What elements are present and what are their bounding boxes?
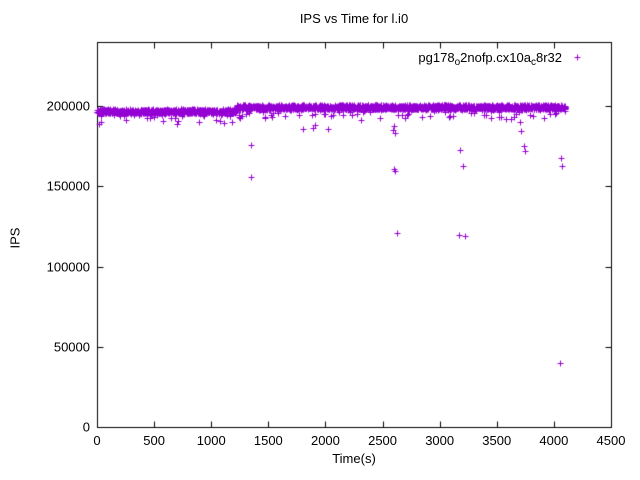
y-tick-label: 0 [82, 419, 90, 435]
x-tick-label: 4500 [596, 433, 626, 448]
y-axis-label: IPS [7, 227, 23, 249]
x-tick-label: 1000 [196, 433, 226, 448]
y-tick-label: 200000 [46, 98, 90, 114]
y-tick-label: 150000 [46, 178, 90, 194]
legend-label-text: 2nofp.cx10a [460, 50, 531, 65]
legend-label-text: pg178 [418, 50, 455, 65]
x-tick-label: 4000 [539, 433, 569, 448]
x-tick-label: 2500 [368, 433, 398, 448]
x-tick-label: 1500 [253, 433, 283, 448]
y-tick-label: 50000 [53, 339, 90, 355]
legend-label: pg178o2nofp.cx10ac8r32 [418, 50, 562, 68]
x-axis-label: Time(s) [332, 451, 376, 466]
x-tick-label: 500 [143, 433, 165, 448]
x-tick-label: 2000 [310, 433, 340, 448]
x-tick-label: 3500 [482, 433, 512, 448]
y-tick-label: 100000 [46, 259, 90, 275]
x-tick-label: 0 [93, 433, 101, 448]
chart-title: IPS vs Time for l.i0 [299, 11, 409, 26]
legend-label-subscript: c [530, 57, 536, 68]
legend-label-text: 8r32 [535, 50, 562, 65]
x-tick-label: 3000 [425, 433, 455, 448]
legend-label-subscript: o [454, 57, 461, 68]
